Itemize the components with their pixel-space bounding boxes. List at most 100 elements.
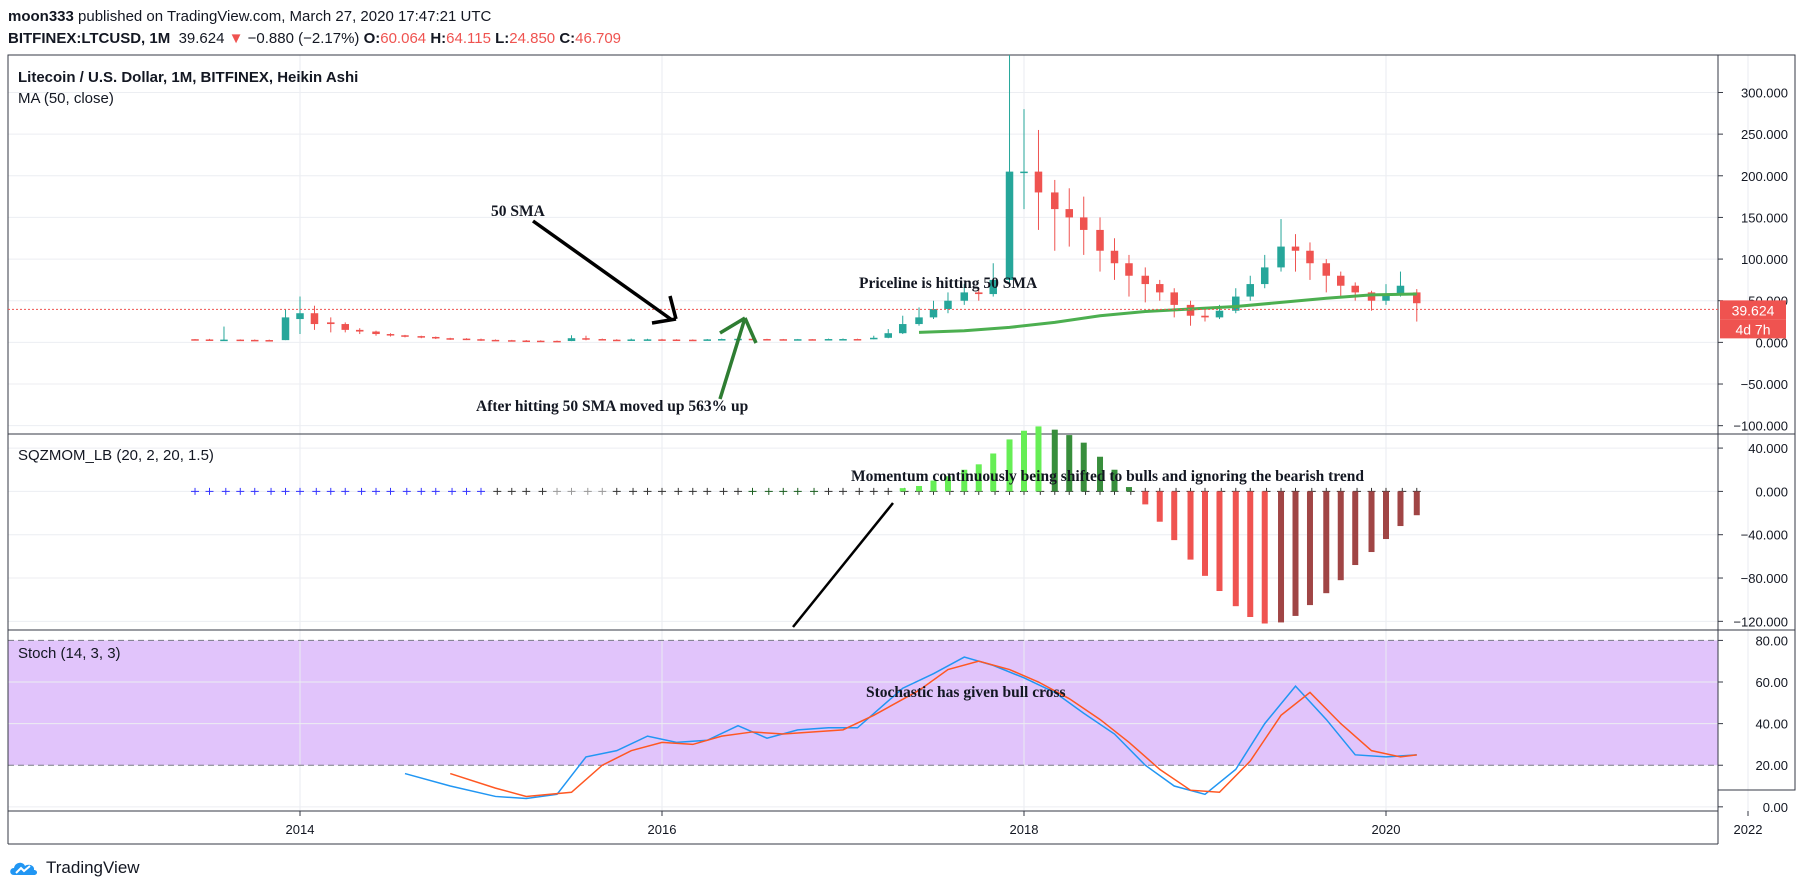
momentum-bar: [899, 488, 906, 492]
candle-body: [598, 339, 607, 341]
candle-body: [853, 339, 862, 341]
momentum-bar: [1156, 491, 1163, 522]
momentum-bar: [1337, 491, 1344, 581]
momentum-bar: [930, 480, 937, 492]
momentum-axis-label: −40.000: [1741, 528, 1788, 543]
price-axis-label: −50.000: [1741, 377, 1788, 392]
author-name[interactable]: moon333: [8, 8, 74, 25]
pane-legends: Litecoin / U.S. Dollar, 1M, BITFINEX, He…: [18, 69, 358, 662]
momentum-bar: [1021, 430, 1027, 492]
price-axis-label: 100.000: [1741, 252, 1788, 267]
candle-body: [296, 313, 304, 320]
candle-body: [265, 340, 273, 342]
stoch-axis-label: 80.00: [1755, 633, 1788, 648]
price-label-box: [1720, 300, 1786, 320]
candle-body: [1020, 171, 1028, 174]
published-text: published on TradingView.com, March 27, …: [78, 8, 492, 25]
stoch-axis-label: 60.00: [1755, 675, 1788, 690]
candle-body: [1246, 284, 1254, 297]
ma-legend: MA (50, close): [18, 90, 114, 107]
momentum-bar: [916, 485, 923, 492]
momentum-axis-label: −120.000: [1733, 614, 1788, 629]
price-change: −0.880 (−2.17%): [247, 30, 360, 47]
momentum-bar: [1292, 491, 1299, 616]
candle-body: [1351, 285, 1359, 293]
momentum-bar: [1171, 491, 1178, 541]
candle-body: [1322, 263, 1331, 276]
candle-body: [236, 339, 245, 342]
stoch-k-line: [404, 656, 1417, 800]
annotation-moved-up: After hitting 50 SMA moved up 563% up: [476, 398, 748, 415]
momentum-bar: [1035, 426, 1042, 492]
price-axis-label: 200.000: [1741, 169, 1788, 184]
candle-body: [1382, 294, 1390, 301]
candle-body: [310, 313, 319, 325]
momentum-bar: [1125, 487, 1132, 492]
candle-body: [627, 339, 635, 341]
candle-body: [1079, 217, 1088, 230]
momentum-bar: [975, 464, 982, 492]
high-value: 64.115: [446, 30, 491, 47]
candle-body: [1096, 229, 1104, 251]
candle-body: [870, 337, 878, 340]
candle-body: [1125, 263, 1133, 276]
candle-body: [1051, 192, 1059, 210]
momentum-bar: [1097, 456, 1104, 492]
stoch-axis-label: 40.00: [1755, 717, 1788, 732]
momentum-bar: [1413, 491, 1420, 516]
stoch-axis-label: 0.00: [1763, 800, 1788, 815]
momentum-bars: [191, 426, 1421, 624]
candle-body: [1413, 292, 1421, 304]
open-value: 60.064: [380, 30, 427, 47]
sma-line: [918, 292, 1417, 334]
candle-body: [1232, 296, 1240, 311]
candle-body: [355, 329, 364, 332]
momentum-axis-label: 40.000: [1748, 441, 1788, 456]
candle-body: [491, 339, 500, 342]
candles: [191, 55, 1421, 343]
annotation-momentum: Momentum continuously being shifted to b…: [851, 468, 1364, 485]
candle-body: [975, 292, 983, 295]
symbol-label: BITFINEX:LTCUSD, 1M: [8, 30, 171, 47]
time-axis-label: 2016: [648, 822, 677, 837]
momentum-bar: [1368, 491, 1375, 553]
tradingview-brand[interactable]: TradingView: [8, 858, 140, 878]
candle-body: [944, 300, 952, 310]
momentum-bar: [1080, 442, 1087, 492]
high-label: H:: [430, 30, 447, 47]
candle-body: [386, 334, 395, 336]
tradingview-cloud-icon: [10, 862, 37, 875]
momentum-axis-label: 0.000: [1755, 484, 1788, 499]
price-label: 39.624: [1732, 302, 1775, 318]
momentum-bar: [1323, 491, 1330, 594]
candle-body: [658, 339, 666, 341]
momentum-bar: [1352, 491, 1359, 566]
candle-body: [960, 292, 969, 301]
candle-body: [1277, 246, 1285, 268]
countdown-label: 4d 7h: [1735, 321, 1770, 337]
momentum-bar: [1006, 439, 1013, 492]
close-label: C:: [559, 30, 576, 47]
candle-body: [1306, 250, 1314, 264]
time-axis-label: 2022: [1734, 822, 1763, 837]
publish-header: moon333 published on TradingView.com, Ma…: [8, 8, 491, 25]
candle-body: [1367, 292, 1376, 301]
candle-body: [1156, 284, 1164, 293]
price-axis-label: 300.000: [1741, 85, 1788, 100]
momentum-bar: [1187, 491, 1194, 560]
candle-body: [643, 339, 652, 341]
candle-body: [717, 339, 726, 341]
candle-body: [794, 339, 802, 341]
candle-body: [763, 339, 771, 341]
sqzmom-legend: SQZMOM_LB (20, 2, 20, 1.5): [18, 447, 214, 464]
brand-name: TradingView: [46, 858, 140, 877]
price-axis-label: −100.000: [1733, 419, 1788, 434]
price-axis-label: 0.000: [1755, 335, 1788, 350]
price-axis-border: [1717, 54, 1796, 791]
arrow-line: [718, 317, 747, 400]
candle-body: [1141, 275, 1150, 285]
chart-frame: [7, 54, 1796, 845]
candle-body: [553, 340, 561, 343]
momentum-bar: [1232, 491, 1239, 607]
